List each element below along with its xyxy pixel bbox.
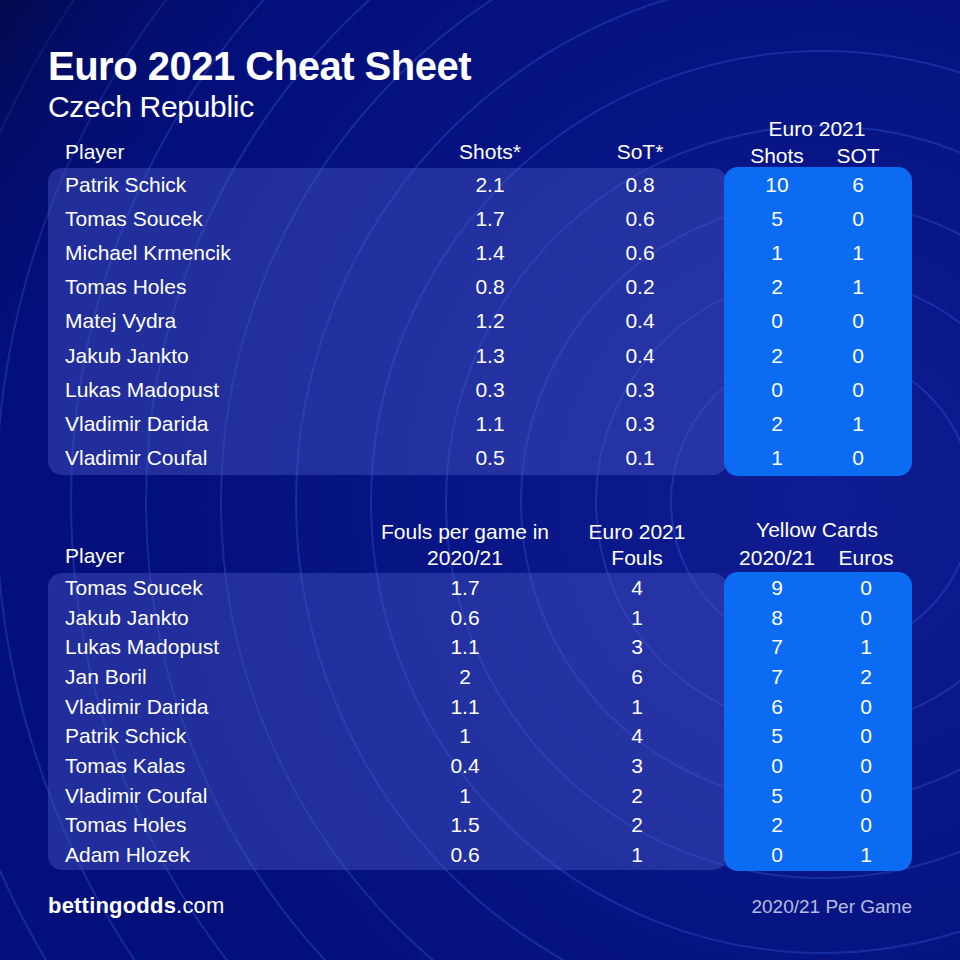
stat-value-cell: 2 [405,662,525,692]
player-name-cell: Tomas Soucek [65,573,203,603]
stat-value-cell: 0 [806,751,926,781]
table-row: Adam Hlozek0.6101 [0,840,960,870]
table-row: Vladimir Darida1.1160 [0,692,960,722]
stat-value-cell: 0 [806,811,926,841]
table-row: Patrik Schick1450 [0,722,960,752]
brand-logo-suffix: .com [176,893,224,918]
stat-value-cell: 1 [405,722,525,752]
fouls-table-rows: Tomas Soucek1.7490Jakub Jankto0.6180Luka… [0,0,960,960]
stat-value-cell: 1.1 [405,692,525,722]
stat-value-cell: 0.4 [405,751,525,781]
player-name-cell: Vladimir Coufal [65,781,207,811]
stat-value-cell: 6 [577,662,697,692]
table-row: Lukas Madopust1.1371 [0,632,960,662]
stat-value-cell: 1.5 [405,811,525,841]
stat-value-cell: 0 [806,692,926,722]
stat-value-cell: 1 [806,840,926,870]
player-name-cell: Jakub Jankto [65,603,189,633]
table-row: Vladimir Coufal1250 [0,781,960,811]
stat-value-cell: 0.6 [405,840,525,870]
stat-value-cell: 2 [806,662,926,692]
stat-value-cell: 0 [806,603,926,633]
stat-value-cell: 1 [577,603,697,633]
stat-value-cell: 3 [577,632,697,662]
stat-value-cell: 1 [405,781,525,811]
player-name-cell: Patrik Schick [65,722,186,752]
stat-value-cell: 1 [806,632,926,662]
table-row: Tomas Kalas0.4300 [0,751,960,781]
player-name-cell: Vladimir Darida [65,692,209,722]
table-row: Tomas Holes1.5220 [0,811,960,841]
player-name-cell: Tomas Kalas [65,751,185,781]
stat-value-cell: 2 [577,811,697,841]
table-row: Tomas Soucek1.7490 [0,573,960,603]
player-name-cell: Jan Boril [65,662,147,692]
player-name-cell: Adam Hlozek [65,840,190,870]
table-row: Jan Boril2672 [0,662,960,692]
stat-value-cell: 1.7 [405,573,525,603]
player-name-cell: Lukas Madopust [65,632,219,662]
brand-logo: bettingodds.com [48,893,225,919]
stat-value-cell: 3 [577,751,697,781]
stat-value-cell: 0 [806,573,926,603]
stat-value-cell: 1 [577,692,697,722]
player-name-cell: Tomas Holes [65,811,186,841]
table-row: Jakub Jankto0.6180 [0,603,960,633]
footnote-per-game: 2020/21 Per Game [751,896,912,918]
stat-value-cell: 1 [577,840,697,870]
stat-value-cell: 4 [577,722,697,752]
stat-value-cell: 1.1 [405,632,525,662]
stat-value-cell: 4 [577,573,697,603]
stat-value-cell: 2 [577,781,697,811]
brand-logo-bold: bettingodds [48,893,176,918]
stat-value-cell: 0 [806,722,926,752]
stat-value-cell: 0 [806,781,926,811]
stat-value-cell: 0.6 [405,603,525,633]
